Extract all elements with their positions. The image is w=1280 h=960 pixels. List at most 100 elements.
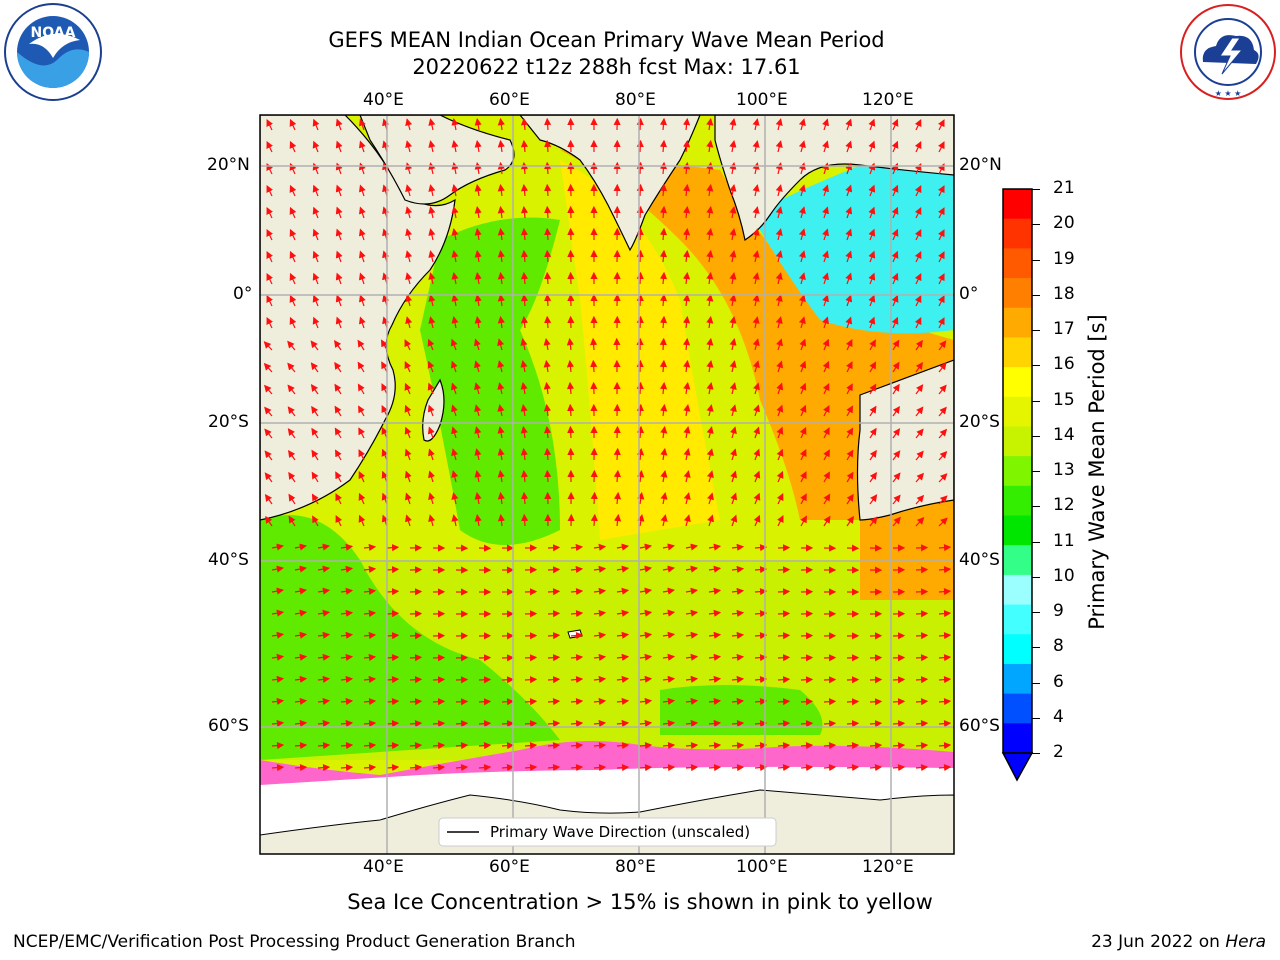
wave-arrow — [776, 470, 784, 483]
wave-arrow — [432, 742, 446, 750]
wave-arrow — [729, 184, 737, 197]
wave-arrow — [386, 742, 400, 750]
wave-arrow — [358, 294, 366, 307]
wave-arrow — [706, 470, 714, 483]
wave-arrow — [593, 741, 607, 750]
wave-arrow — [938, 384, 947, 395]
wave-arrow — [636, 381, 644, 395]
wave-arrow — [938, 317, 945, 329]
wave-arrow — [776, 404, 784, 417]
wave-arrow — [363, 587, 377, 596]
colorbar-segment — [1003, 663, 1032, 695]
wave-arrow — [639, 543, 652, 551]
wave-arrow — [846, 471, 854, 483]
wave-arrow — [752, 294, 760, 307]
wave-arrow — [474, 338, 481, 351]
wave-arrow — [938, 517, 948, 527]
wave-arrow — [892, 654, 906, 662]
wave-arrow — [266, 273, 273, 285]
wave-arrow — [683, 161, 691, 175]
wave-arrow — [708, 543, 722, 551]
wave-arrow — [428, 250, 436, 263]
footer-credit: NCEP/EMC/Verification Post Processing Pr… — [13, 932, 576, 952]
wave-arrow — [659, 293, 668, 307]
wave-arrow — [636, 403, 644, 417]
wave-arrow — [520, 183, 529, 197]
wave-arrow — [775, 316, 783, 329]
wave-arrow — [706, 249, 714, 263]
wave-arrow — [846, 515, 854, 527]
wave-arrow — [497, 491, 505, 505]
wave-arrow — [729, 360, 737, 373]
wave-arrow — [566, 359, 575, 373]
colorbar-tick-mark — [1032, 294, 1040, 296]
wave-arrow — [363, 543, 377, 552]
wave-arrow — [914, 317, 922, 329]
wave-arrow — [685, 697, 699, 705]
wave-arrow — [570, 587, 584, 596]
noaa-wordmark: NOAA — [31, 25, 76, 41]
colorbar-tick-label: 21 — [1053, 178, 1075, 198]
colorbar-tick-label: 14 — [1053, 424, 1075, 445]
wave-arrow — [914, 273, 922, 285]
wave-arrow — [662, 675, 676, 683]
wave-arrow — [497, 139, 505, 153]
colorbar-segment — [1003, 278, 1032, 309]
wave-arrow — [409, 610, 423, 618]
lon-tick-top-120e: 120°E — [862, 90, 914, 110]
wave-arrow — [823, 405, 830, 417]
colorbar-tick-mark — [1032, 400, 1040, 402]
wave-arrow — [798, 206, 806, 219]
wave-arrow — [474, 228, 482, 241]
wave-arrow — [616, 631, 630, 639]
colorbar-segment — [1003, 337, 1032, 368]
wave-arrow — [409, 720, 423, 728]
wave-arrow — [775, 140, 783, 153]
wave-arrow — [938, 544, 952, 552]
colorbar-tick-label: 13 — [1053, 460, 1075, 480]
colorbar-segment — [1003, 248, 1032, 279]
colorbar-segment — [1003, 723, 1032, 754]
wave-arrow — [892, 450, 901, 461]
wave-arrow — [662, 587, 675, 595]
wave-arrow — [497, 249, 505, 263]
lon-tick-bottom-40e: 40°E — [363, 857, 404, 877]
wave-arrow — [729, 338, 737, 351]
wave-arrow — [271, 587, 284, 595]
wave-arrow — [800, 493, 807, 505]
wave-arrow — [616, 653, 630, 661]
cyan-region-seas — [760, 140, 954, 334]
wave-arrow — [363, 741, 377, 750]
wave-arrow — [520, 404, 528, 417]
lon-tick-top-80e: 80°E — [615, 90, 656, 110]
wave-arrow — [501, 742, 515, 750]
wave-arrow — [474, 514, 482, 527]
wave-arrow — [636, 227, 644, 241]
wave-arrow — [914, 229, 922, 241]
wave-arrow — [706, 183, 714, 197]
wave-arrow — [706, 227, 714, 241]
wave-arrow — [593, 697, 607, 706]
wave-arrow — [822, 228, 829, 241]
wave-arrow — [915, 610, 929, 618]
wave-arrow — [730, 448, 737, 461]
wave-arrow — [752, 162, 760, 175]
wave-arrow — [915, 428, 924, 439]
wave-arrow — [685, 565, 698, 573]
wave-arrow — [823, 449, 830, 461]
wave-arrow — [800, 632, 814, 640]
wave-arrow — [776, 493, 784, 505]
wave-arrow — [524, 742, 538, 750]
wave-arrow — [869, 676, 883, 684]
wave-arrow — [544, 249, 552, 263]
india-land — [519, 115, 701, 252]
wave-arrow — [731, 565, 745, 573]
wave-arrow — [340, 719, 354, 728]
wave-arrow — [566, 381, 575, 395]
wave-arrow — [474, 140, 482, 153]
wave-arrow — [266, 317, 273, 329]
wave-arrow — [659, 183, 668, 197]
wave-arrow — [340, 675, 354, 684]
wave-arrow — [520, 139, 529, 153]
wave-arrow — [478, 763, 492, 772]
